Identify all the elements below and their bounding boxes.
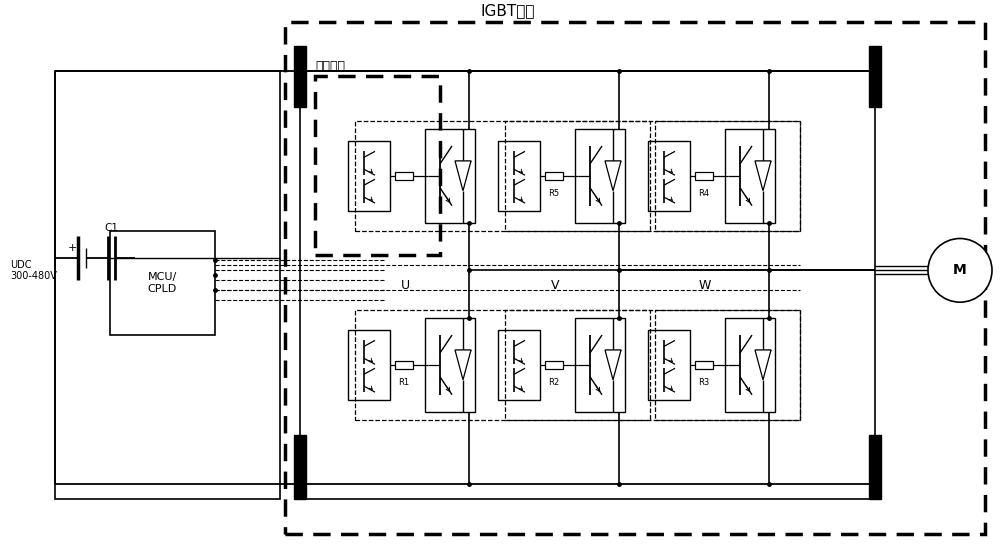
Text: +: + [67,244,77,254]
Text: R3: R3 [698,378,710,387]
Bar [655,310,800,419]
Polygon shape [605,350,621,380]
Bar [425,128,475,223]
Bar [695,361,713,369]
Bar [725,318,775,412]
Bar [300,71,875,499]
Text: MCU/
CPLD: MCU/ CPLD [148,272,177,294]
Circle shape [928,238,992,302]
Bar [294,46,306,107]
Bar [285,22,985,534]
Text: UDC
300-480V: UDC 300-480V [10,259,57,281]
Text: M: M [953,263,967,277]
Text: IGBT模块: IGBT模块 [481,4,536,18]
Bar [725,128,775,223]
Text: V: V [551,279,559,292]
Bar [348,141,390,211]
Polygon shape [755,350,771,380]
Bar [648,141,690,211]
Polygon shape [605,161,621,191]
Text: R2: R2 [548,378,560,387]
Bar [545,172,563,180]
Bar [355,310,800,419]
Text: R1: R1 [398,378,410,387]
Polygon shape [755,161,771,191]
Bar [655,121,800,231]
Text: R5: R5 [548,189,560,197]
Bar [498,330,540,400]
Bar [315,76,440,256]
Bar [869,435,881,499]
Polygon shape [455,350,471,380]
Bar [425,318,475,412]
Bar [505,310,650,419]
Bar [55,71,280,499]
Bar [348,330,390,400]
Text: 驱动芯片: 驱动芯片 [315,60,345,73]
Text: R4: R4 [698,189,710,197]
Bar [294,435,306,499]
Bar [395,361,413,369]
Text: U: U [400,279,410,292]
Bar [505,121,650,231]
Bar [395,172,413,180]
Bar [575,318,625,412]
Bar [869,46,881,107]
Text: C1: C1 [104,222,119,232]
Bar [355,121,800,231]
Bar [575,128,625,223]
Bar [110,231,215,335]
Text: W: W [699,279,711,292]
Polygon shape [455,161,471,191]
Bar [545,361,563,369]
Bar [498,141,540,211]
Bar [695,172,713,180]
Bar [648,330,690,400]
